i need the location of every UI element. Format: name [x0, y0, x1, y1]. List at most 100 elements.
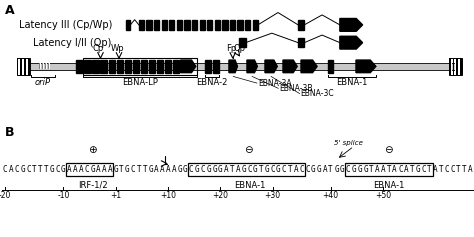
- Text: C: C: [189, 165, 193, 174]
- Text: Qp: Qp: [233, 44, 246, 53]
- Bar: [17, 63, 462, 70]
- Polygon shape: [265, 60, 277, 73]
- Text: A: A: [160, 165, 164, 174]
- Text: +1: +1: [110, 191, 121, 200]
- Bar: [253, 20, 258, 30]
- Text: A: A: [166, 165, 170, 174]
- Bar: [200, 20, 205, 30]
- Text: G: G: [206, 165, 211, 174]
- Bar: [157, 60, 163, 73]
- Text: G: G: [352, 165, 356, 174]
- Text: IRF-1/2: IRF-1/2: [78, 181, 107, 190]
- Text: +30: +30: [264, 191, 281, 200]
- Text: A: A: [323, 165, 327, 174]
- Text: $\oplus$: $\oplus$: [88, 144, 97, 155]
- Bar: [17, 58, 18, 75]
- Bar: [207, 20, 212, 30]
- Text: A: A: [433, 165, 438, 174]
- Text: T: T: [259, 165, 263, 174]
- Bar: [237, 20, 243, 30]
- Text: G: G: [90, 165, 95, 174]
- Bar: [451, 58, 452, 75]
- Bar: [245, 20, 250, 30]
- Bar: [298, 20, 304, 30]
- Text: C: C: [270, 165, 275, 174]
- Text: G: G: [241, 165, 246, 174]
- Bar: [449, 58, 462, 75]
- Text: Wp: Wp: [110, 44, 124, 53]
- Text: G: G: [148, 165, 153, 174]
- Bar: [149, 60, 155, 73]
- Text: EBNA-1: EBNA-1: [234, 181, 265, 190]
- Text: T: T: [142, 165, 147, 174]
- Bar: [455, 58, 456, 75]
- Text: A: A: [102, 165, 106, 174]
- Text: A: A: [9, 165, 13, 174]
- Text: Latency III (Cp/Wp): Latency III (Cp/Wp): [19, 20, 112, 30]
- Text: G: G: [363, 165, 368, 174]
- Bar: [17, 58, 30, 75]
- Text: EBNA-2: EBNA-2: [196, 78, 228, 87]
- Text: G: G: [195, 165, 200, 174]
- Text: A: A: [154, 165, 159, 174]
- Bar: [188, 163, 305, 176]
- Text: T: T: [462, 165, 466, 174]
- Text: -20: -20: [0, 191, 11, 200]
- Text: C: C: [201, 165, 205, 174]
- Text: G: G: [357, 165, 362, 174]
- Text: C: C: [84, 165, 89, 174]
- Bar: [126, 20, 130, 30]
- Bar: [154, 20, 159, 30]
- Text: G: G: [218, 165, 223, 174]
- Text: G: G: [183, 165, 188, 174]
- Text: T: T: [369, 165, 374, 174]
- Polygon shape: [301, 60, 317, 73]
- Bar: [169, 20, 174, 30]
- Bar: [18, 58, 20, 75]
- Bar: [146, 20, 152, 30]
- Text: A: A: [67, 165, 72, 174]
- Text: T: T: [229, 165, 234, 174]
- Text: A: A: [96, 165, 100, 174]
- Text: A: A: [468, 165, 473, 174]
- Text: G: G: [264, 165, 269, 174]
- Bar: [458, 58, 460, 75]
- Text: G: G: [113, 165, 118, 174]
- Bar: [22, 58, 24, 75]
- Polygon shape: [340, 18, 363, 31]
- Text: C: C: [26, 165, 31, 174]
- Bar: [66, 163, 113, 176]
- Bar: [177, 20, 182, 30]
- Text: G: G: [61, 165, 66, 174]
- Text: A: A: [73, 165, 77, 174]
- Bar: [215, 20, 220, 30]
- Text: +50: +50: [375, 191, 391, 200]
- Bar: [165, 60, 171, 73]
- Text: EBNA-3B: EBNA-3B: [279, 84, 313, 93]
- Text: C: C: [15, 165, 19, 174]
- Bar: [49, 63, 50, 69]
- Text: C: C: [299, 165, 304, 174]
- Bar: [117, 60, 123, 73]
- Text: G: G: [20, 165, 25, 174]
- Bar: [460, 58, 462, 75]
- Text: C: C: [305, 165, 310, 174]
- Text: G: G: [340, 165, 345, 174]
- Bar: [45, 63, 46, 69]
- Bar: [239, 38, 246, 47]
- Bar: [453, 58, 454, 75]
- Text: $\ominus$: $\ominus$: [384, 144, 394, 155]
- Bar: [84, 60, 91, 73]
- Text: EBNA-1: EBNA-1: [373, 181, 404, 190]
- Text: C: C: [346, 165, 350, 174]
- Text: T: T: [456, 165, 461, 174]
- Bar: [298, 38, 304, 47]
- Bar: [42, 63, 43, 69]
- Text: G: G: [177, 165, 182, 174]
- Text: $\ominus$: $\ominus$: [245, 144, 254, 155]
- Bar: [230, 20, 235, 30]
- Text: G: G: [317, 165, 321, 174]
- Polygon shape: [229, 60, 237, 73]
- Text: C: C: [398, 165, 403, 174]
- Bar: [133, 60, 139, 73]
